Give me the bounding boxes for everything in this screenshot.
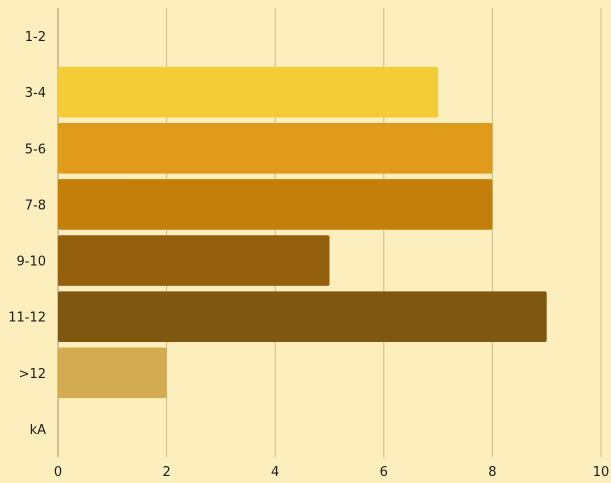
x-tick-labels: 0 2 4 6 8 10 xyxy=(54,465,609,480)
x-tick-label: 0 xyxy=(54,465,62,480)
bar->12 xyxy=(58,347,167,399)
bar-11-12 xyxy=(58,291,547,342)
category-label: 5-6 xyxy=(25,142,46,157)
category-label: 7-8 xyxy=(25,198,46,213)
bars xyxy=(58,66,547,399)
x-tick-label: 4 xyxy=(271,465,279,480)
category-label: 9-10 xyxy=(16,255,46,270)
bar-7-8 xyxy=(58,179,493,230)
category-label: 3-4 xyxy=(25,86,46,101)
bar-5-6 xyxy=(58,123,493,174)
x-tick-label: 2 xyxy=(162,465,170,480)
x-tick-label: 8 xyxy=(488,465,496,480)
category-label: kA xyxy=(30,423,47,438)
bar-9-10 xyxy=(58,235,330,286)
category-label: 11-12 xyxy=(8,311,46,326)
category-labels: 1-2 3-4 5-6 7-8 9-10 11-12 >12 kA xyxy=(8,30,46,438)
category-label: 1-2 xyxy=(25,30,46,45)
x-tick-label: 10 xyxy=(593,465,610,480)
bar-3-4 xyxy=(58,66,439,118)
category-label: >12 xyxy=(19,367,46,382)
x-tick-label: 6 xyxy=(380,465,388,480)
